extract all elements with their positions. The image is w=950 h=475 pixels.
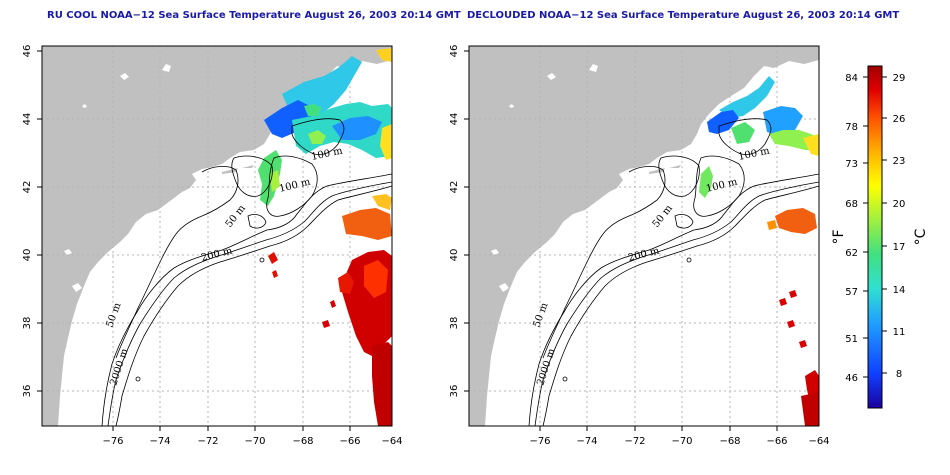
- fahrenheit-tick-labels: 84 78 73 68 62 57 51 46: [845, 73, 858, 384]
- c-tick: 29: [893, 73, 906, 84]
- lon-tick: −76: [529, 436, 550, 447]
- f-tick: 78: [845, 122, 858, 133]
- lat-tick: 38: [449, 317, 460, 330]
- f-tick: 46: [845, 373, 858, 384]
- left-sst-patches: [258, 48, 392, 426]
- left-sst-map: 100 m 100 m 50 m 200 m 50 m 2000 m −76 −…: [22, 45, 403, 447]
- celsius-unit-label: °C: [913, 228, 929, 245]
- celsius-tick-labels: 29 26 23 20 17 14 11 8: [893, 73, 906, 380]
- lon-tick: −76: [102, 436, 123, 447]
- right-sst-patches: [699, 76, 819, 426]
- left-lat-tick-labels: 36 38 40 42 44 46: [22, 45, 33, 398]
- lon-tick: −66: [339, 436, 360, 447]
- right-lon-tick-labels: −76 −74 −72 −70 −68 −66 −64: [529, 436, 829, 447]
- right-map-frame: [468, 45, 820, 427]
- f-tick: 84: [845, 73, 858, 84]
- lat-tick: 36: [22, 385, 33, 398]
- lon-tick: −68: [719, 436, 740, 447]
- left-lon-tick-labels: −76 −74 −72 −70 −68 −66 −64: [102, 436, 402, 447]
- lon-tick: −74: [149, 436, 170, 447]
- lon-tick: −70: [244, 436, 265, 447]
- lon-tick: −72: [624, 436, 645, 447]
- lat-tick: 46: [22, 45, 33, 58]
- f-tick: 73: [845, 159, 858, 170]
- lat-tick: 36: [449, 385, 460, 398]
- lon-tick: −72: [197, 436, 218, 447]
- c-tick: 17: [893, 242, 906, 253]
- lat-tick: 40: [449, 249, 460, 262]
- lon-tick: −70: [671, 436, 692, 447]
- f-tick: 68: [845, 199, 858, 210]
- c-tick: 8: [896, 369, 902, 380]
- f-tick: 62: [845, 248, 858, 259]
- lon-tick: −74: [576, 436, 597, 447]
- c-tick: 20: [893, 199, 906, 210]
- right-sst-map: 100 m 100 m 50 m 200 m 50 m 2000 m −76 −…: [449, 45, 830, 447]
- c-tick: 23: [893, 156, 906, 167]
- lon-tick: −68: [292, 436, 313, 447]
- c-tick: 14: [893, 285, 906, 296]
- lon-tick: −64: [381, 436, 402, 447]
- temperature-colorbar: 84 78 73 68 62 57 51 46 29 26 23 20 17 1…: [831, 65, 929, 409]
- lat-tick: 46: [449, 45, 460, 58]
- lat-tick: 40: [22, 249, 33, 262]
- lat-tick: 42: [22, 181, 33, 194]
- c-tick: 26: [893, 114, 906, 125]
- fahrenheit-unit-label: °F: [831, 229, 847, 244]
- lon-tick: −64: [808, 436, 829, 447]
- lon-tick: −66: [766, 436, 787, 447]
- left-map-title: RU COOL NOAA−12 Sea Surface Temperature …: [47, 10, 461, 21]
- f-tick: 51: [845, 334, 858, 345]
- right-map-title: DECLOUDED NOAA−12 Sea Surface Temperatur…: [467, 10, 900, 21]
- lat-tick: 38: [22, 317, 33, 330]
- lat-tick: 42: [449, 181, 460, 194]
- lat-tick: 44: [22, 113, 33, 126]
- left-map-frame: [41, 45, 393, 427]
- lat-tick: 44: [449, 113, 460, 126]
- c-tick: 11: [893, 327, 906, 338]
- colorbar-gradient: [867, 65, 883, 409]
- right-lat-tick-labels: 36 38 40 42 44 46: [449, 45, 460, 398]
- f-tick: 57: [845, 287, 858, 298]
